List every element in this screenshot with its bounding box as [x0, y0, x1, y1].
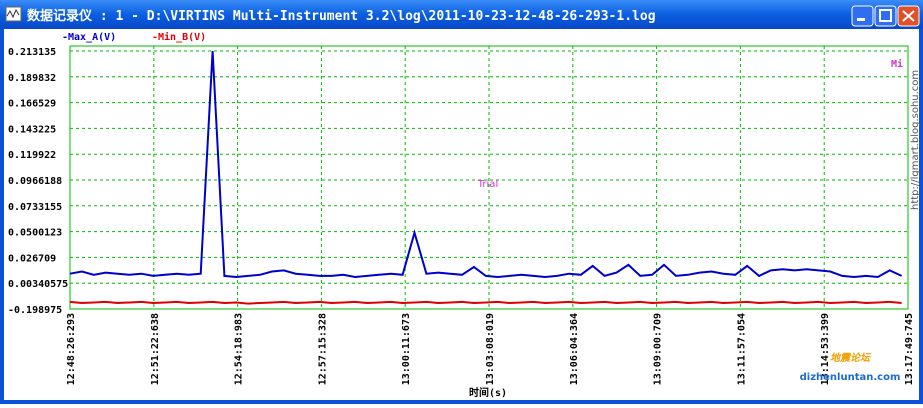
x-tick-label: 13:14:53:399 — [820, 313, 831, 385]
x-tick-label: 13:06:04:364 — [569, 313, 580, 385]
x-tick-label: 12:54:18:983 — [234, 313, 245, 385]
annotation: Mi — [891, 58, 903, 70]
x-tick-label: 13:09:00:709 — [653, 313, 664, 385]
y-tick-label: -0.198975 — [8, 305, 62, 316]
x-tick-label: 12:57:15:328 — [317, 313, 328, 385]
y-tick-label: 0.026709 — [8, 253, 56, 264]
series-line — [69, 300, 902, 305]
x-tick-label: 13:00:11:673 — [401, 313, 412, 385]
chart: 0.213135 0.189832 0.166529 0.143225 0.119922… — [8, 31, 921, 399]
y-tick-label: 0.143225 — [8, 124, 56, 135]
minimize-glyph — [857, 18, 865, 21]
watermark: dizhenluntan.com — [800, 372, 901, 383]
x-tick-label: 12:48:26:293 — [66, 313, 77, 385]
y-tick-label: 0.0733155 — [8, 202, 62, 213]
watermark: 地震论坛 — [830, 352, 872, 364]
window-title: 数据记录仪 : 1 - D:\VIRTINS Multi-Instrument … — [27, 8, 656, 24]
maximize-glyph — [879, 9, 892, 22]
app-icon-glyph — [6, 8, 20, 19]
annotation: Trial — [477, 179, 498, 190]
x-tick-label: 13:17:49:745 — [904, 313, 915, 385]
x-tick-label: 12:51:22:638 — [150, 313, 161, 385]
y-tick-label: 0.166529 — [8, 99, 56, 110]
y-tick-label: 0.00340575 — [8, 279, 68, 290]
y-tick-label: 0.0500123 — [8, 228, 62, 239]
title-bar — [0, 0, 923, 29]
x-tick-label: 13:03:08:019 — [485, 313, 496, 385]
x-axis-title: 时间(s) — [469, 386, 507, 399]
legend-entry: -Max_A(V) — [62, 32, 116, 43]
y-tick-label: 0.213135 — [8, 47, 56, 58]
x-tick-label: 13:11:57:054 — [736, 313, 747, 385]
series-line — [69, 51, 903, 279]
close-glyph — [902, 10, 915, 22]
y-tick-label: 0.0966188 — [8, 176, 62, 187]
watermark: http://lgmart.blog.sohu.com — [910, 70, 921, 210]
minimize-button[interactable] — [851, 5, 874, 27]
y-tick-label: 0.119922 — [8, 150, 56, 161]
y-tick-label: 0.189832 — [8, 73, 56, 84]
legend-entry: -Min_B(V) — [152, 31, 206, 43]
